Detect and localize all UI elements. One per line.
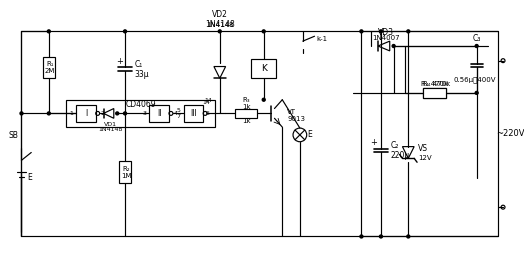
Circle shape (379, 235, 383, 238)
Bar (183, 105, 203, 122)
Circle shape (360, 235, 363, 238)
Bar (251, 59, 277, 78)
Text: 1k: 1k (242, 118, 250, 124)
Text: +: + (116, 57, 123, 66)
Circle shape (47, 112, 50, 115)
Text: SB: SB (9, 131, 19, 140)
Circle shape (360, 30, 363, 33)
Text: R₄ 470k: R₄ 470k (421, 81, 449, 87)
Text: 1: 1 (69, 111, 73, 116)
Text: 14: 14 (202, 100, 210, 105)
Text: CD4069: CD4069 (125, 100, 156, 109)
Text: VD1
1N4148: VD1 1N4148 (98, 122, 123, 133)
Bar (119, 161, 131, 183)
Text: 12V: 12V (418, 155, 432, 161)
Text: C₃: C₃ (473, 34, 481, 43)
Circle shape (20, 112, 23, 115)
Text: R₄ 470k: R₄ 470k (423, 81, 450, 87)
Circle shape (124, 30, 126, 33)
Text: III: III (190, 109, 197, 118)
Circle shape (263, 98, 265, 101)
Text: k-1: k-1 (316, 36, 328, 42)
Text: E: E (27, 173, 31, 182)
Text: VT
9013: VT 9013 (287, 109, 305, 122)
Text: 7: 7 (177, 114, 181, 119)
Text: ~220V: ~220V (497, 129, 524, 138)
Text: II: II (157, 109, 161, 118)
Circle shape (47, 30, 50, 33)
Text: +: + (370, 138, 377, 147)
Text: I: I (85, 109, 87, 118)
Text: VD2
1N4148: VD2 1N4148 (205, 10, 235, 29)
Bar (76, 105, 96, 122)
Circle shape (407, 235, 410, 238)
Text: R₁
2M: R₁ 2M (45, 61, 55, 74)
Circle shape (392, 45, 395, 48)
Text: 1N4007: 1N4007 (372, 35, 400, 41)
Text: 3: 3 (143, 111, 147, 116)
Bar (423, 88, 446, 98)
Text: 6: 6 (206, 111, 210, 116)
Circle shape (379, 30, 383, 33)
Text: C₁
33μ: C₁ 33μ (135, 60, 149, 79)
Bar (43, 57, 54, 78)
Text: 5: 5 (177, 108, 181, 113)
Text: 14: 14 (204, 98, 212, 103)
Circle shape (475, 91, 478, 94)
Bar (423, 88, 446, 98)
Text: 2: 2 (101, 111, 105, 116)
Bar (67, 100, 215, 127)
Text: 1N4148: 1N4148 (206, 22, 234, 28)
Text: R₂
1M: R₂ 1M (121, 165, 131, 179)
Circle shape (407, 30, 410, 33)
Circle shape (263, 30, 265, 33)
Circle shape (475, 45, 478, 48)
Bar (362, 31, 498, 236)
Text: R₃
1k: R₃ 1k (242, 97, 250, 110)
Bar (235, 109, 257, 118)
Text: 4: 4 (174, 111, 178, 116)
Text: E: E (307, 130, 312, 139)
Text: K: K (261, 64, 267, 73)
Text: C₂
220μ: C₂ 220μ (391, 141, 410, 160)
Circle shape (124, 112, 126, 115)
Circle shape (219, 30, 221, 33)
Text: VD3: VD3 (378, 28, 394, 37)
Text: VS: VS (418, 144, 428, 153)
Circle shape (116, 112, 118, 115)
Bar (149, 105, 169, 122)
Text: 0.56μ：400V: 0.56μ：400V (453, 76, 496, 82)
